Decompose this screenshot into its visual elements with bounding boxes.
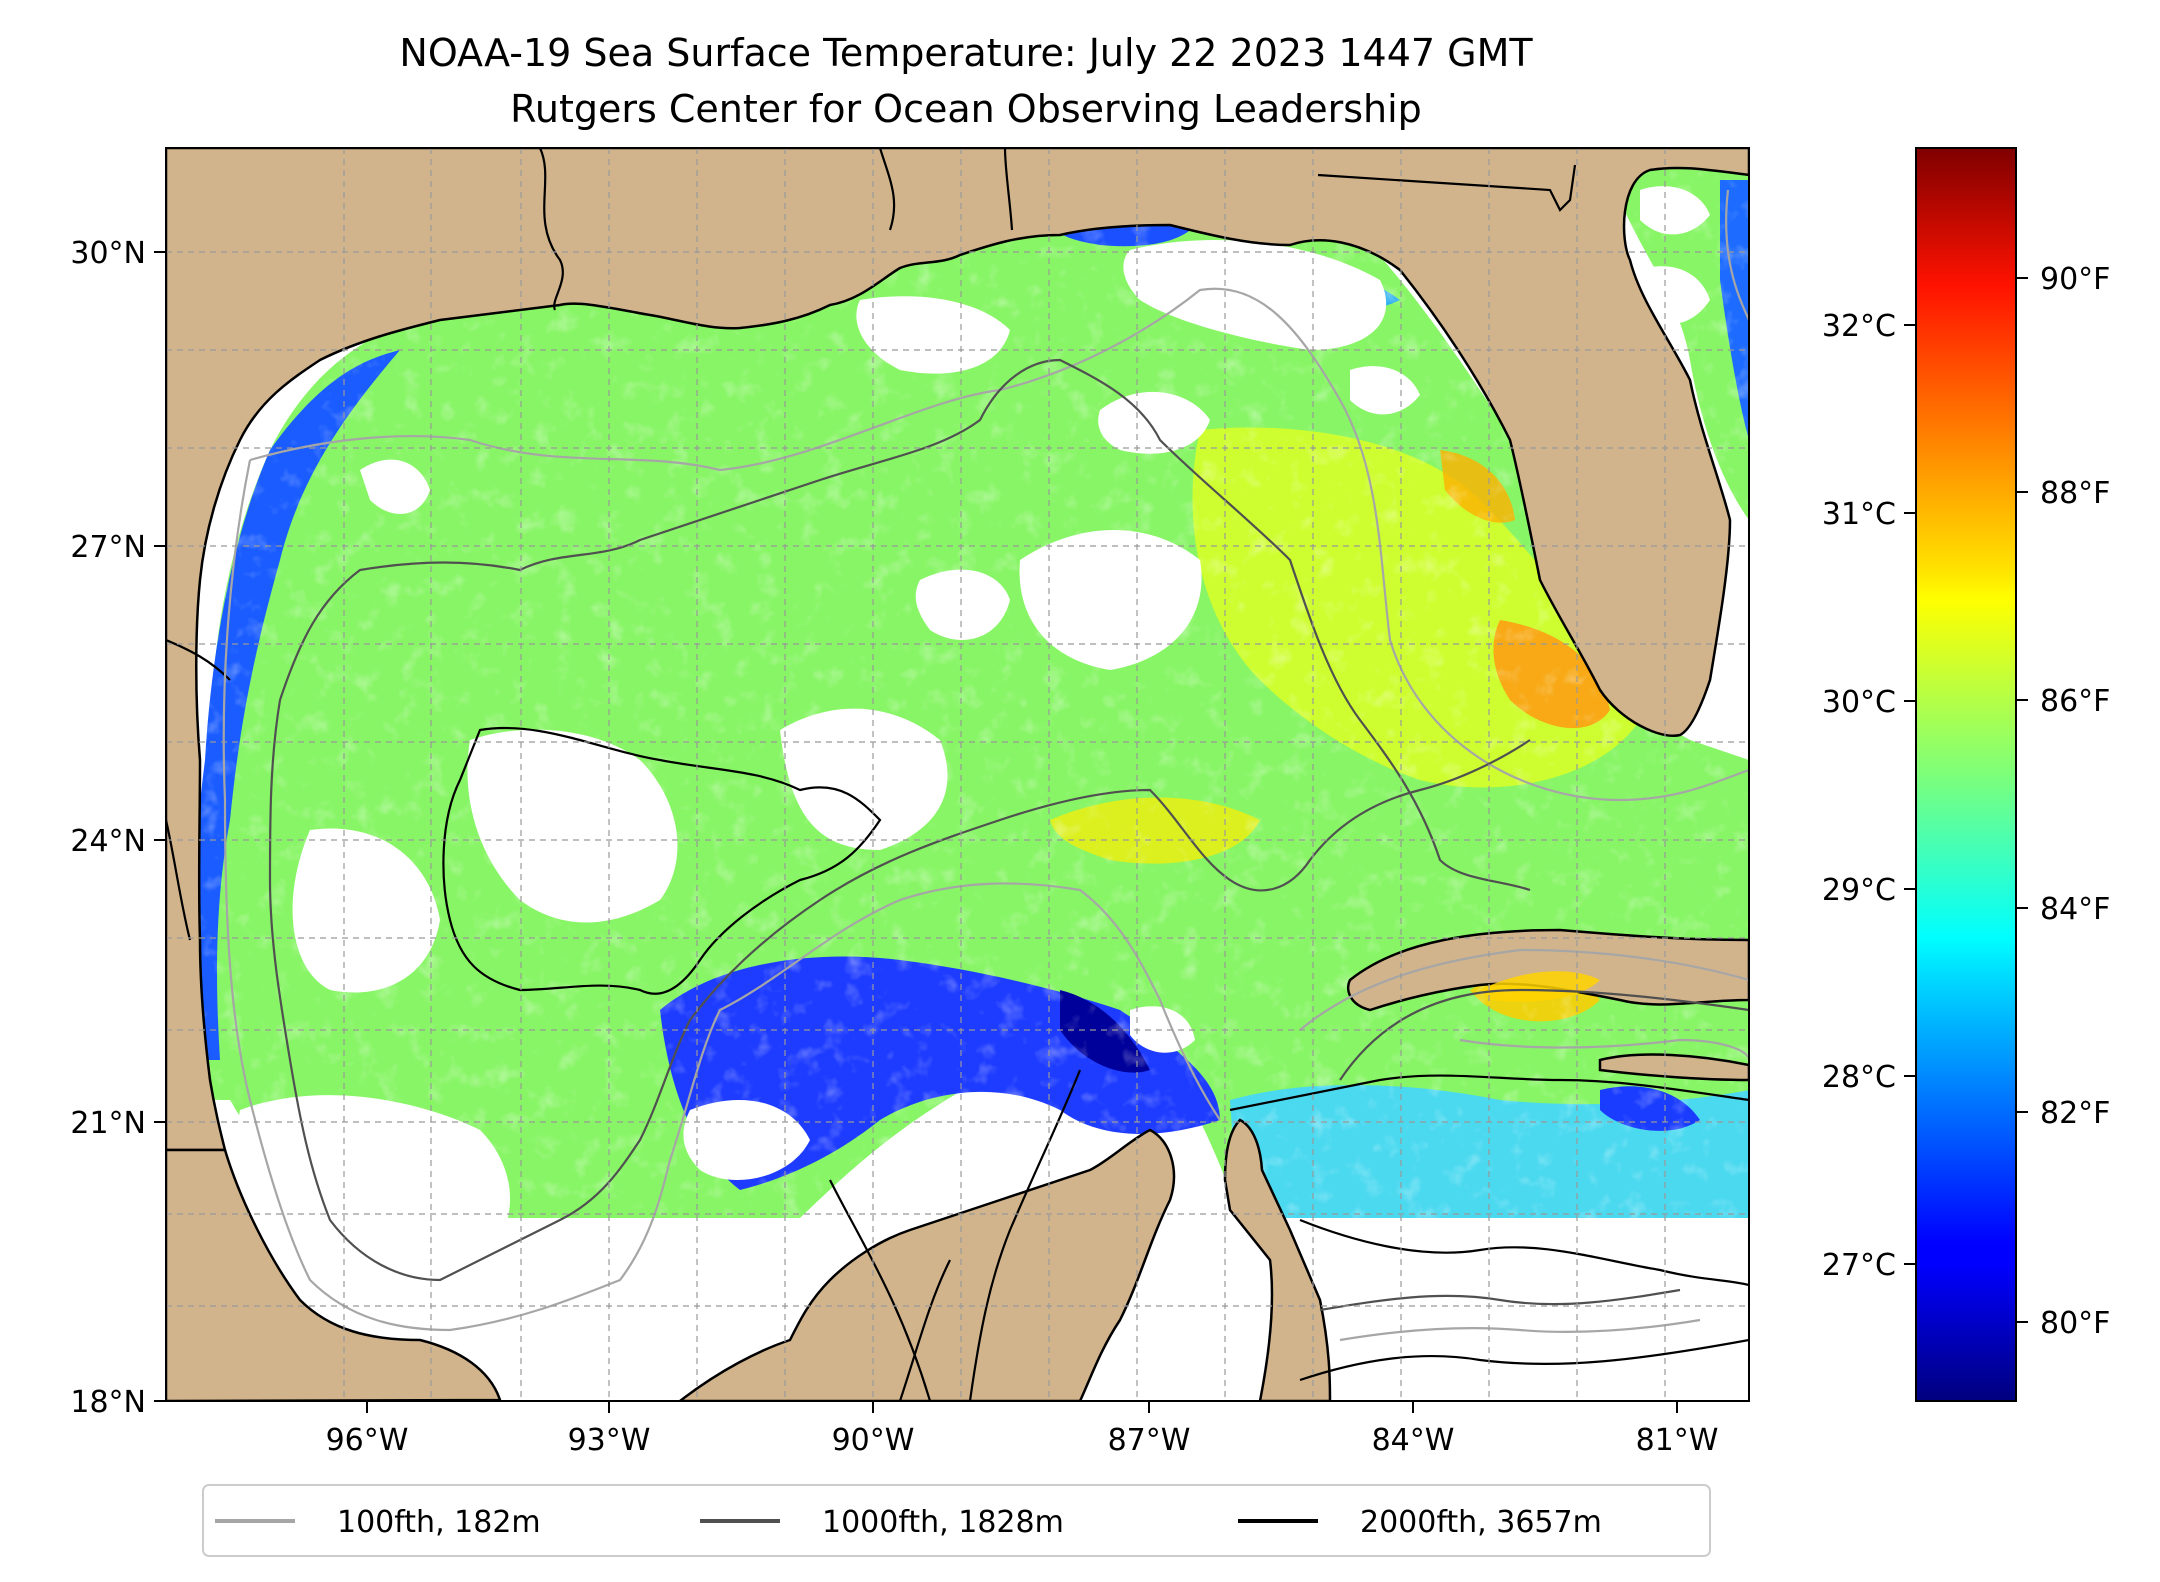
fahrenheit-tick: 90°F <box>2040 262 2110 297</box>
fahrenheit-tick: 80°F <box>2040 1306 2110 1341</box>
lon-label: 84°W <box>1372 1423 1455 1458</box>
lat-label: 18°N <box>70 1385 146 1420</box>
bathymetry <box>222 189 1749 1382</box>
celsius-axis: 32°C 31°C 30°C 29°C 28°C 27°C <box>1822 309 1916 1283</box>
celsius-tick: 31°C <box>1822 497 1896 532</box>
lat-label: 27°N <box>70 530 146 565</box>
map-ticks <box>154 251 1678 1413</box>
lon-label: 96°W <box>326 1423 409 1458</box>
legend-label: 2000fth, 3657m <box>1360 1505 1602 1540</box>
map-frame <box>165 147 1750 1402</box>
lon-labels: 96°W 93°W 90°W 87°W 84°W 81°W <box>326 1423 1719 1458</box>
sst-map <box>166 148 1749 1401</box>
lon-label: 81°W <box>1636 1423 1719 1458</box>
fahrenheit-tick: 86°F <box>2040 684 2110 719</box>
title-line-1: NOAA-19 Sea Surface Temperature: July 22… <box>399 31 1533 75</box>
celsius-tick: 30°C <box>1822 685 1896 720</box>
celsius-tick: 28°C <box>1822 1060 1896 1095</box>
celsius-tick: 27°C <box>1822 1248 1896 1283</box>
colorbar-gradient <box>1915 147 2017 1402</box>
lon-label: 90°W <box>832 1423 915 1458</box>
fahrenheit-tick: 82°F <box>2040 1096 2110 1131</box>
celsius-tick: 32°C <box>1822 309 1896 344</box>
sst-field <box>166 148 1749 1401</box>
legend-label: 1000fth, 1828m <box>822 1505 1064 1540</box>
colorbar: 90°F 88°F 86°F 84°F 82°F 80°F <box>1915 147 2110 1402</box>
lat-label: 30°N <box>70 236 146 271</box>
lat-labels: 30°N 27°N 24°N 21°N 18°N <box>70 236 146 1420</box>
sst-cuba-shelf <box>1480 971 1600 1002</box>
celsius-tick: 29°C <box>1822 873 1896 908</box>
lon-label: 87°W <box>1108 1423 1191 1458</box>
legend: 100fth, 182m 1000fth, 1828m 2000fth, 365… <box>202 1484 1711 1557</box>
lat-label: 24°N <box>70 824 146 859</box>
legend-box <box>202 1484 1711 1557</box>
legend-label: 100fth, 182m <box>337 1505 541 1540</box>
land <box>166 148 1749 1401</box>
fahrenheit-tick: 84°F <box>2040 892 2110 927</box>
lon-label: 93°W <box>568 1423 651 1458</box>
title-line-2: Rutgers Center for Ocean Observing Leade… <box>510 87 1422 131</box>
lat-label: 21°N <box>70 1106 146 1141</box>
fahrenheit-tick: 88°F <box>2040 476 2110 511</box>
